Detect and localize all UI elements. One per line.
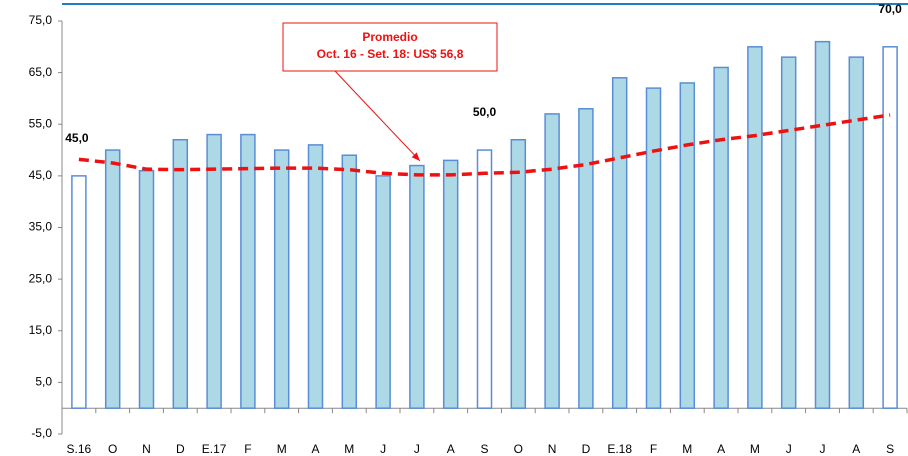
- x-tick-label: F: [650, 442, 657, 456]
- x-tick-label: A: [311, 442, 319, 456]
- x-tick-label: F: [244, 442, 251, 456]
- bar: [240, 133, 256, 409]
- bar: [375, 175, 391, 409]
- y-tick-label: 35,0: [29, 220, 53, 234]
- y-tick-label: -5,0: [31, 426, 52, 440]
- x-tick-label: A: [447, 442, 455, 456]
- bar: [104, 149, 121, 409]
- bar: [713, 66, 729, 409]
- data-label: 70,0: [878, 2, 902, 16]
- annotation-text: Promedio: [362, 30, 417, 44]
- bar: [679, 82, 696, 409]
- x-tick-label: J: [380, 442, 386, 456]
- bar: [409, 164, 425, 409]
- bar: [611, 77, 628, 409]
- bar: [71, 175, 87, 409]
- x-tick-label: J: [820, 442, 826, 456]
- annotation-arrowhead: [411, 152, 420, 161]
- bar: [578, 108, 594, 409]
- y-tick-label: 65,0: [29, 65, 53, 79]
- bar: [476, 149, 493, 409]
- y-tick-label: 25,0: [29, 271, 53, 285]
- x-tick-label: A: [717, 442, 725, 456]
- annotation-text: Oct. 16 - Set. 18: US$ 56,8: [317, 47, 464, 61]
- bar: [273, 149, 290, 409]
- bar: [780, 56, 797, 409]
- bar: [645, 87, 662, 409]
- y-tick-label: 45,0: [29, 168, 53, 182]
- bar: [747, 46, 763, 409]
- bar: [206, 133, 222, 409]
- x-tick-label: M: [750, 442, 760, 456]
- bar: [510, 138, 527, 409]
- average-line: [78, 113, 891, 177]
- x-tick-label: A: [852, 442, 860, 456]
- bar: [307, 144, 324, 409]
- bar: [341, 154, 358, 409]
- x-tick-label: N: [142, 442, 151, 456]
- x-tick-label: J: [786, 442, 792, 456]
- annotation-box: [282, 22, 498, 72]
- x-tick-label: M: [344, 442, 354, 456]
- y-tick-label: 75,0: [29, 13, 53, 27]
- x-tick-label: S: [480, 442, 488, 456]
- bar: [848, 56, 865, 409]
- x-tick-label: O: [108, 442, 117, 456]
- bar: [138, 169, 155, 409]
- x-tick-label: N: [548, 442, 557, 456]
- data-label: 50,0: [473, 105, 497, 119]
- y-tick-label: 55,0: [29, 116, 53, 130]
- bar: [442, 159, 459, 409]
- x-tick-label: S.16: [67, 442, 92, 456]
- x-tick-label: O: [514, 442, 523, 456]
- x-tick-label: S: [886, 442, 894, 456]
- bar: [544, 113, 560, 409]
- x-tick-label: M: [277, 442, 287, 456]
- x-tick-label: D: [176, 442, 185, 456]
- annotation-arrow: [334, 70, 421, 162]
- x-tick-label: J: [414, 442, 420, 456]
- bar: [814, 40, 831, 409]
- bar: [172, 138, 189, 409]
- x-tick-label: E.17: [202, 442, 227, 456]
- y-tick-label: 5,0: [35, 375, 52, 389]
- y-tick-label: 15,0: [29, 323, 53, 337]
- data-label: 45,0: [65, 131, 89, 145]
- x-tick-label: E.18: [607, 442, 632, 456]
- x-tick-label: D: [582, 442, 591, 456]
- bar: [882, 46, 898, 409]
- x-tick-label: M: [682, 442, 692, 456]
